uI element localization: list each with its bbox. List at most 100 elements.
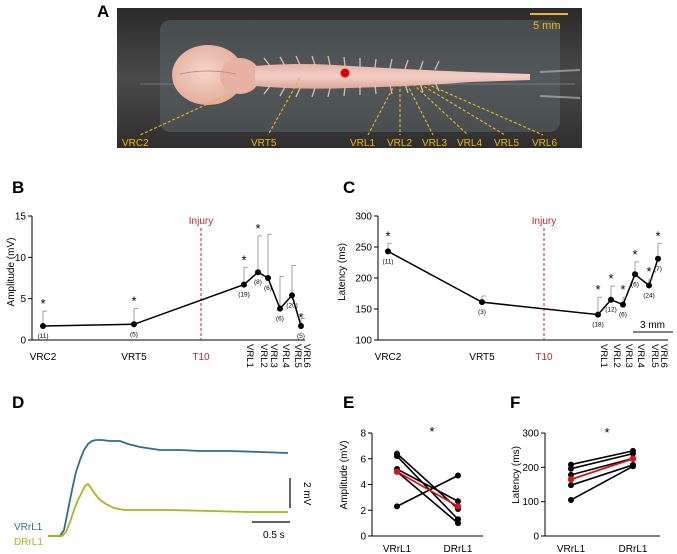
b-y-tick-label: 10 xyxy=(15,253,27,264)
e-pair-point xyxy=(394,453,400,460)
c-y-tick-label: 150 xyxy=(355,305,372,316)
root-label-vrl4: VRL4 xyxy=(457,138,482,149)
f-pair-point xyxy=(568,496,574,503)
e-pair-line xyxy=(396,468,459,502)
c-significance-star: * xyxy=(608,271,613,286)
f-pair-point xyxy=(630,463,636,470)
panel-label-d: D xyxy=(12,393,25,412)
root-label-vrc2: VRC2 xyxy=(122,138,149,149)
e-x-tick-label: DRrL1 xyxy=(444,544,473,554)
panel-e-amplitude-pairs: Amplitude (mV) * 0 2 4 6 8 VRrL1 DRrL1 xyxy=(339,424,483,554)
b-data-marks: (11) * VRC2 (5) * VRT5 (19) * VRL1 (8) * VRL2 (6) VRL… xyxy=(30,221,312,368)
b-data-point xyxy=(255,269,261,276)
e-pair-point xyxy=(455,472,461,479)
c-x-tick-label: VRT5 xyxy=(469,352,495,363)
e-pair-line xyxy=(396,474,459,508)
e-y-tick-label: 6 xyxy=(360,454,366,465)
c-y-tick-label: 100 xyxy=(355,336,372,347)
c-n-label: (7) xyxy=(654,266,662,273)
dr-trace xyxy=(48,482,288,537)
stimulation-site-dot xyxy=(340,68,350,78)
c-data-point xyxy=(479,299,485,306)
c-series-line xyxy=(387,250,659,316)
f-y-tick-label: 300 xyxy=(522,429,539,440)
b-series-line xyxy=(42,271,302,327)
b-y-axis-label: Amplitude (mV) xyxy=(6,238,17,307)
c-y-tick-label: 200 xyxy=(355,274,372,285)
f-pair-line xyxy=(570,465,634,501)
c-data-point xyxy=(632,271,638,278)
voltage-scale-label: 2 mV xyxy=(301,482,312,506)
f-y-axis-label: Latency (ms) xyxy=(511,446,522,504)
b-data-point xyxy=(40,322,46,329)
e-pair-line xyxy=(396,471,459,524)
f-pair-line xyxy=(570,464,634,486)
c-data-point xyxy=(655,255,661,262)
c-n-label: (18) xyxy=(592,322,604,329)
panel-label-f: F xyxy=(510,393,521,412)
b-x-tick-label: VRL5 xyxy=(292,344,303,368)
c-significance-star: * xyxy=(620,282,625,297)
c-significance-star: * xyxy=(646,264,651,279)
e-y-axis-label: Amplitude (mV) xyxy=(339,441,350,510)
b-n-label: (6) xyxy=(276,316,284,323)
c-data-point xyxy=(608,296,614,303)
c-x-tick-label: VRL6 xyxy=(658,344,669,368)
b-significance-star: * xyxy=(241,252,246,267)
c-x-tick-label: VRL1 xyxy=(598,344,609,368)
root-leader-lines xyxy=(139,77,544,136)
f-significance-star: * xyxy=(604,425,609,440)
f-pair-line xyxy=(570,452,634,470)
vr-trace xyxy=(48,439,289,537)
photo-scale-label: 5 mm xyxy=(533,20,561,32)
vr-trace-label: VRrL1 xyxy=(14,522,43,533)
c-y-tick-label: 300 xyxy=(355,212,372,223)
e-y-tick-label: 0 xyxy=(360,532,366,543)
root-label-vrt5: VRT5 xyxy=(251,138,277,149)
b-data-point xyxy=(131,321,137,328)
c-data-marks: (11) * VRC2 (3) VRT5 (18) * VRL1 (12) * VRL2 (6) * VR… xyxy=(375,228,669,367)
c-x-tick-label: VRL2 xyxy=(611,344,622,368)
e-mean-point xyxy=(454,503,462,510)
e-pair-point xyxy=(455,520,461,527)
root-label-vrl5: VRL5 xyxy=(494,138,519,149)
panel-a-photo: 5 mm VRC2 VRT5 VRL1 VRL2 VRL3 VRL4 VRL5 … xyxy=(117,8,582,149)
b-x-tick-label: VRL4 xyxy=(280,344,291,368)
c-injury-label: Injury xyxy=(532,216,556,227)
c-x-tick-label: VRL3 xyxy=(623,344,634,368)
c-t10-label: T10 xyxy=(535,352,553,363)
e-data-marks xyxy=(393,450,462,527)
b-n-label: (19) xyxy=(238,292,250,299)
c-n-label: (6) xyxy=(619,312,627,319)
f-pair-point xyxy=(568,471,574,478)
panel-d-traces: 2 mV 0.5 s VRrL1 DRrL1 xyxy=(14,439,312,548)
e-significance-star: * xyxy=(429,424,434,439)
b-x-tick-label: VRL2 xyxy=(258,344,269,368)
b-x-tick-label: VRT5 xyxy=(121,352,147,363)
b-x-tick-label: VRL6 xyxy=(301,344,312,368)
c-n-label: (24) xyxy=(643,292,655,299)
root-fibres xyxy=(263,55,440,98)
f-mean-point xyxy=(567,476,575,483)
c-data-point xyxy=(595,311,601,318)
f-data-marks xyxy=(567,447,637,503)
b-significance-star: * xyxy=(131,294,136,309)
c-x-tick-label: VRC2 xyxy=(375,352,402,363)
root-label-vrl3: VRL3 xyxy=(422,138,447,149)
b-data-point xyxy=(277,305,283,312)
spinal-cord xyxy=(255,64,530,89)
c-n-label: (6) xyxy=(631,281,639,288)
c-axes: 100 150 200 250 300 xyxy=(355,212,668,347)
c-significance-star: * xyxy=(655,228,660,243)
b-axes: 0 5 10 15 xyxy=(15,212,305,347)
b-n-label: (5) xyxy=(130,331,138,338)
c-x-tick-label: VRL4 xyxy=(635,344,646,368)
e-y-tick-label: 8 xyxy=(360,429,366,440)
f-y-tick-label: 0 xyxy=(533,532,539,543)
panel-b-amplitude-chart: Amplitude (mV) 0 5 10 15 Injury T10 (11) * VR… xyxy=(6,212,312,368)
e-y-tick-label: 4 xyxy=(360,480,366,491)
f-x-tick-label: VRrL1 xyxy=(557,544,586,554)
b-x-tick-label: VRC2 xyxy=(30,352,57,363)
c-scale-label: 3 mm xyxy=(640,320,665,331)
